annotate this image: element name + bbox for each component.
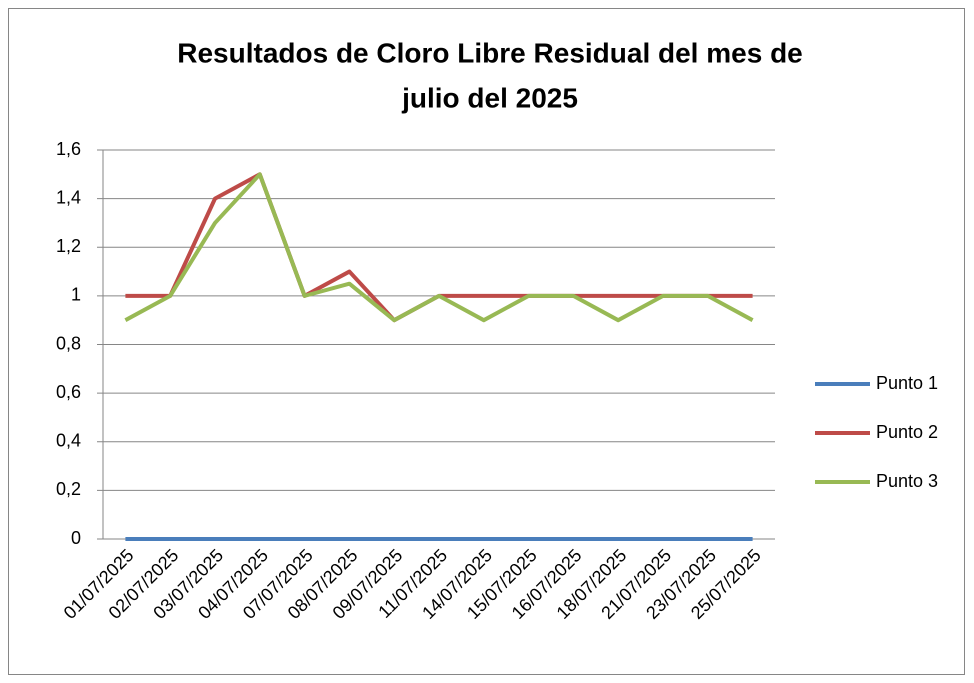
y-tick-label: 0,2 xyxy=(56,479,81,499)
legend-label: Punto 1 xyxy=(876,373,938,393)
y-tick-label: 1,2 xyxy=(56,236,81,256)
legend-label: Punto 3 xyxy=(876,471,938,491)
y-tick-label: 1 xyxy=(71,285,81,305)
y-tick-label: 0 xyxy=(71,528,81,548)
y-tick-label: 0,6 xyxy=(56,382,81,402)
chart-title: julio del 2025 xyxy=(401,82,578,113)
chart-title: Resultados de Cloro Libre Residual del m… xyxy=(177,37,803,68)
legend-label: Punto 2 xyxy=(876,422,938,442)
y-tick-label: 1,6 xyxy=(56,139,81,159)
y-tick-label: 0,8 xyxy=(56,333,81,353)
y-tick-label: 0,4 xyxy=(56,431,81,451)
y-tick-label: 1,4 xyxy=(56,187,81,207)
series-line xyxy=(124,172,754,323)
chart-border xyxy=(8,8,965,675)
